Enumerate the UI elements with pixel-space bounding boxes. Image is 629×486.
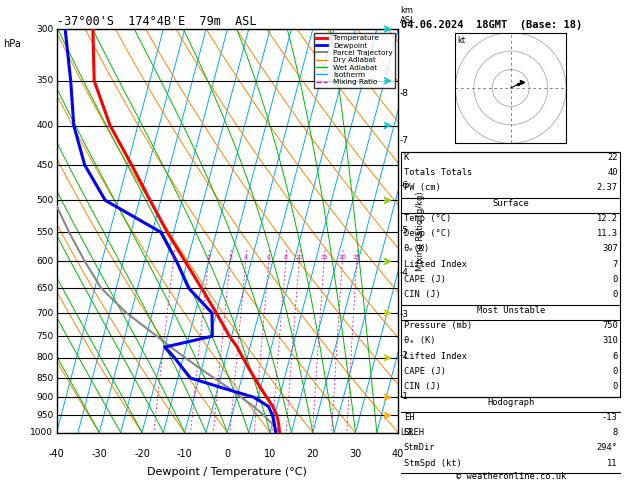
- Text: -8: -8: [400, 88, 409, 98]
- Text: 2.37: 2.37: [597, 183, 618, 192]
- Text: 400: 400: [36, 121, 53, 130]
- Text: 2: 2: [206, 255, 211, 260]
- Text: 0: 0: [613, 290, 618, 299]
- Text: 550: 550: [36, 228, 53, 237]
- Text: 30: 30: [349, 449, 362, 459]
- Text: CIN (J): CIN (J): [404, 382, 440, 391]
- Text: Most Unstable: Most Unstable: [477, 306, 545, 315]
- Text: 10: 10: [295, 255, 303, 260]
- Text: -1: -1: [400, 392, 409, 401]
- Text: 0: 0: [613, 367, 618, 376]
- Text: 0: 0: [613, 382, 618, 391]
- Text: θₑ(K): θₑ(K): [404, 244, 430, 254]
- Text: 8: 8: [613, 428, 618, 437]
- Text: 20: 20: [306, 449, 319, 459]
- Text: 11.3: 11.3: [597, 229, 618, 238]
- Text: 11: 11: [607, 459, 618, 468]
- Text: -7: -7: [400, 136, 409, 145]
- Text: -10: -10: [177, 449, 192, 459]
- Text: Dewp (°C): Dewp (°C): [404, 229, 451, 238]
- Text: SREH: SREH: [404, 428, 425, 437]
- Text: EH: EH: [404, 413, 415, 422]
- Text: 850: 850: [36, 374, 53, 382]
- Text: 10: 10: [264, 449, 276, 459]
- Text: 22: 22: [607, 153, 618, 162]
- Text: Mixing Ratio (g/kg): Mixing Ratio (g/kg): [416, 191, 425, 271]
- Text: hPa: hPa: [3, 39, 21, 49]
- Text: 7: 7: [613, 260, 618, 269]
- Text: Temp (°C): Temp (°C): [404, 214, 451, 223]
- Text: 15: 15: [320, 255, 328, 260]
- Text: -5: -5: [400, 226, 409, 235]
- Text: Totals Totals: Totals Totals: [404, 168, 472, 177]
- Text: kt: kt: [457, 36, 465, 45]
- Text: Surface: Surface: [493, 198, 529, 208]
- Text: Hodograph: Hodograph: [487, 398, 535, 407]
- Text: 1: 1: [171, 255, 175, 260]
- Text: 300: 300: [36, 25, 53, 34]
- Text: LCL: LCL: [400, 428, 414, 437]
- Text: -20: -20: [134, 449, 150, 459]
- Text: 40: 40: [607, 168, 618, 177]
- Text: CAPE (J): CAPE (J): [404, 275, 446, 284]
- Text: 900: 900: [36, 393, 53, 402]
- Text: -4: -4: [400, 268, 409, 278]
- Text: 3: 3: [228, 255, 232, 260]
- Legend: Temperature, Dewpoint, Parcel Trajectory, Dry Adiabat, Wet Adiabat, Isotherm, Mi: Temperature, Dewpoint, Parcel Trajectory…: [314, 33, 394, 87]
- Text: 294°: 294°: [597, 443, 618, 452]
- Text: -6: -6: [400, 181, 409, 191]
- Text: 04.06.2024  18GMT  (Base: 18): 04.06.2024 18GMT (Base: 18): [401, 20, 582, 31]
- Text: Pressure (mb): Pressure (mb): [404, 321, 472, 330]
- Text: 12.2: 12.2: [597, 214, 618, 223]
- Text: 750: 750: [602, 321, 618, 330]
- Text: 6: 6: [267, 255, 271, 260]
- Text: 350: 350: [36, 76, 53, 86]
- Text: 8: 8: [284, 255, 287, 260]
- Text: 0: 0: [225, 449, 230, 459]
- Text: 0: 0: [613, 275, 618, 284]
- Text: -3: -3: [400, 311, 409, 319]
- Text: K: K: [404, 153, 409, 162]
- Text: Lifted Index: Lifted Index: [404, 351, 467, 361]
- Text: -30: -30: [91, 449, 107, 459]
- Text: 800: 800: [36, 353, 53, 362]
- Text: Dewpoint / Temperature (°C): Dewpoint / Temperature (°C): [147, 467, 308, 477]
- Text: -2: -2: [400, 351, 409, 360]
- Text: Lifted Index: Lifted Index: [404, 260, 467, 269]
- Text: 310: 310: [602, 336, 618, 346]
- Text: 25: 25: [353, 255, 360, 260]
- Text: 1000: 1000: [30, 428, 53, 437]
- Text: 450: 450: [36, 160, 53, 170]
- Text: 500: 500: [36, 196, 53, 205]
- Text: -37°00'S  174°4B'E  79m  ASL: -37°00'S 174°4B'E 79m ASL: [57, 15, 256, 28]
- Text: CIN (J): CIN (J): [404, 290, 440, 299]
- Text: StmSpd (kt): StmSpd (kt): [404, 459, 462, 468]
- Text: PW (cm): PW (cm): [404, 183, 440, 192]
- Text: 20: 20: [338, 255, 346, 260]
- Text: 6: 6: [613, 351, 618, 361]
- Text: 600: 600: [36, 257, 53, 266]
- Text: -13: -13: [602, 413, 618, 422]
- Text: CAPE (J): CAPE (J): [404, 367, 446, 376]
- Text: 40: 40: [392, 449, 404, 459]
- Text: 650: 650: [36, 284, 53, 293]
- Text: © weatheronline.co.uk: © weatheronline.co.uk: [455, 472, 566, 481]
- Text: StmDir: StmDir: [404, 443, 435, 452]
- Text: θₑ (K): θₑ (K): [404, 336, 435, 346]
- Text: 4: 4: [244, 255, 248, 260]
- Text: 307: 307: [602, 244, 618, 254]
- Text: -40: -40: [48, 449, 65, 459]
- Text: 750: 750: [36, 331, 53, 341]
- Text: 950: 950: [36, 411, 53, 420]
- Text: 700: 700: [36, 309, 53, 317]
- Text: km
ASL: km ASL: [400, 6, 416, 25]
